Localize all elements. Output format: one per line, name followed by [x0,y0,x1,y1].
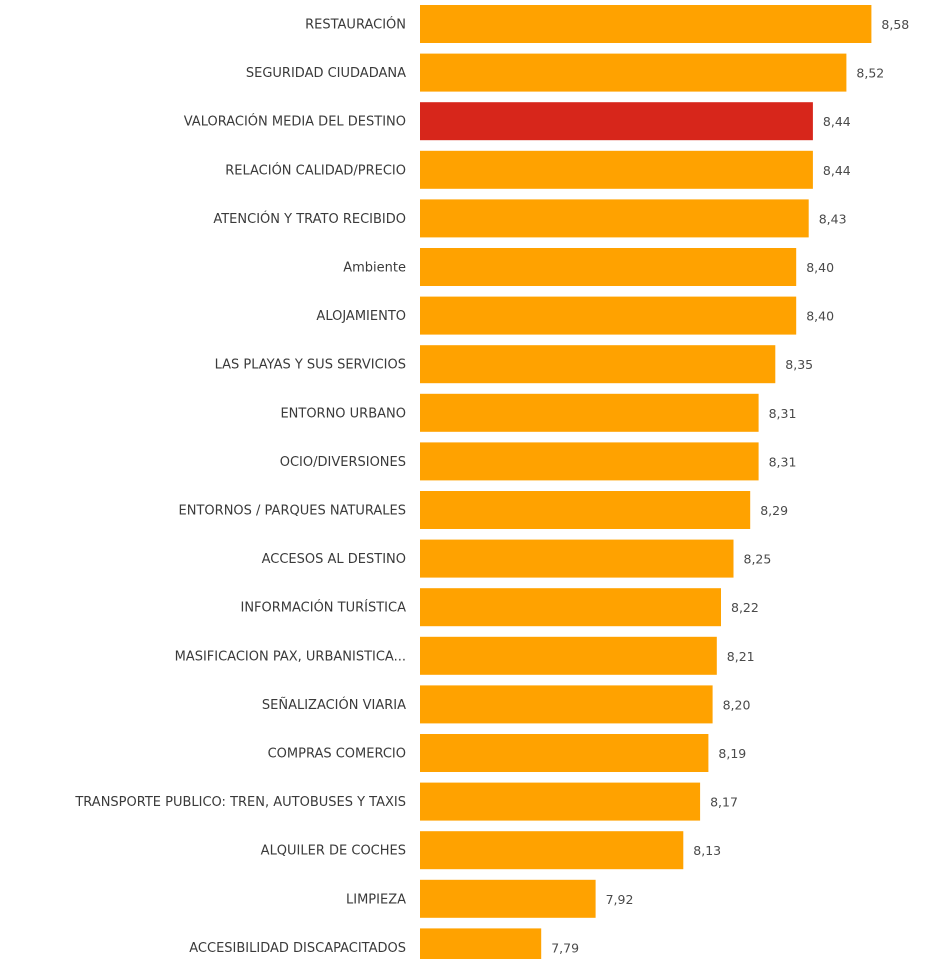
value-label-12: 8,25 [744,552,772,567]
category-label-2: SEGURIDAD CIUDADANA [246,66,406,81]
category-label-10: OCIO/DIVERSIONES [280,455,406,470]
bar-15 [420,685,713,724]
category-label-17: TRANSPORTE PUBLICO: TREN, AUTOBUSES Y TA… [74,795,406,810]
bar-4 [420,150,813,189]
bar-11 [420,491,751,529]
bar-6 [420,248,797,286]
value-label-17: 8,17 [710,795,738,810]
bar-5 [420,199,809,238]
category-label-15: SEÑALIZACIÓN VIARIA [262,697,406,713]
bar-14 [420,636,717,675]
category-label-3: VALORACIÓN MEDIA DEL DESTINO [184,114,406,130]
value-label-6: 8,40 [806,260,834,275]
value-label-13: 8,22 [731,600,759,615]
category-label-6: Ambiente [343,261,406,276]
bar-20 [420,928,542,959]
value-label-8: 8,35 [785,357,813,372]
category-label-4: RELACIÓN CALIDAD/PRECIO [225,162,406,178]
value-label-18: 8,13 [693,843,721,858]
value-label-7: 8,40 [806,309,834,324]
category-label-18: ALQUILER DE COCHES [261,844,406,859]
bar-18 [420,831,684,870]
value-label-3: 8,44 [823,114,851,129]
value-label-9: 8,31 [769,406,797,421]
value-labels-group: 8,58 8,52 8,44 8,44 8,43 8,40 8,40 8,35 8,31 8,31… [551,17,909,955]
category-label-7: ALOJAMIENTO [316,309,406,324]
category-label-12: ACCESOS AL DESTINO [262,552,406,567]
category-label-9: ENTORNO URBANO [280,406,406,421]
category-label-16: COMPRAS COMERCIO [268,747,406,762]
value-label-11: 8,29 [760,503,788,518]
value-label-19: 7,92 [606,892,634,907]
bar-19 [420,879,596,918]
value-label-1: 8,58 [881,17,909,32]
category-label-8: LAS PLAYAS Y SUS SERVICIOS [215,358,406,373]
bars-group [420,5,872,959]
bar-16 [420,734,709,772]
bar-10 [420,442,759,481]
category-label-11: ENTORNOS / PARQUES NATURALES [179,504,406,519]
value-label-15: 8,20 [723,697,751,712]
bar-13 [420,588,721,627]
value-label-14: 8,21 [727,649,755,664]
category-label-5: ATENCIÓN Y TRATO RECIBIDO [213,211,406,227]
category-label-20: ACCESIBILIDAD DISCAPACITADOS [189,941,406,956]
bar-1 [420,5,872,43]
value-label-16: 8,19 [718,746,746,761]
value-label-20: 7,79 [551,940,579,955]
value-label-4: 8,44 [823,163,851,178]
value-label-2: 8,52 [856,66,884,81]
category-label-1: RESTAURACIÓN [305,17,406,33]
category-label-13: INFORMACIÓN TURÍSTICA [240,600,406,616]
bar-2 [420,53,847,92]
value-label-5: 8,43 [819,211,847,226]
category-label-19: LIMPIEZA [346,892,406,907]
bar-12 [420,539,734,578]
bar-7 [420,296,797,335]
bar-9 [420,393,759,432]
category-label-14: MASIFICACION PAX, URBANISTICA... [175,649,406,664]
category-labels-group: RESTAURACIÓN SEGURIDAD CIUDADANA VALORACIÓ… [74,17,406,956]
bar-3 [420,102,813,141]
value-label-10: 8,31 [769,454,797,469]
bar-17 [420,782,701,821]
bar-8 [420,345,776,384]
